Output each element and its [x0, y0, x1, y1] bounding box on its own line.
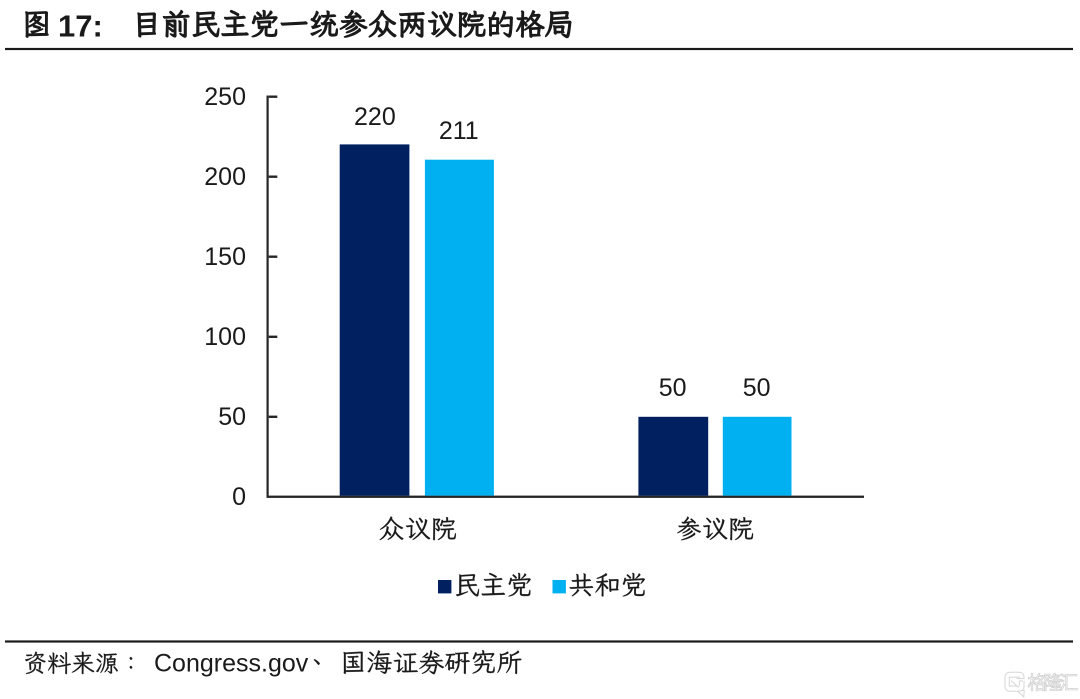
svg-text:17:: 17:: [58, 9, 103, 44]
svg-text:50: 50: [659, 374, 687, 402]
svg-text:220: 220: [354, 103, 396, 131]
svg-text:150: 150: [204, 243, 246, 271]
svg-text:250: 250: [204, 83, 246, 111]
svg-text:0: 0: [232, 483, 246, 511]
svg-text:211: 211: [439, 117, 479, 145]
svg-text:Congress.gov: Congress.gov: [154, 650, 309, 678]
svg-text:50: 50: [743, 374, 771, 402]
svg-text:50: 50: [218, 403, 246, 431]
svg-text:100: 100: [204, 323, 246, 351]
svg-text:200: 200: [204, 163, 246, 191]
